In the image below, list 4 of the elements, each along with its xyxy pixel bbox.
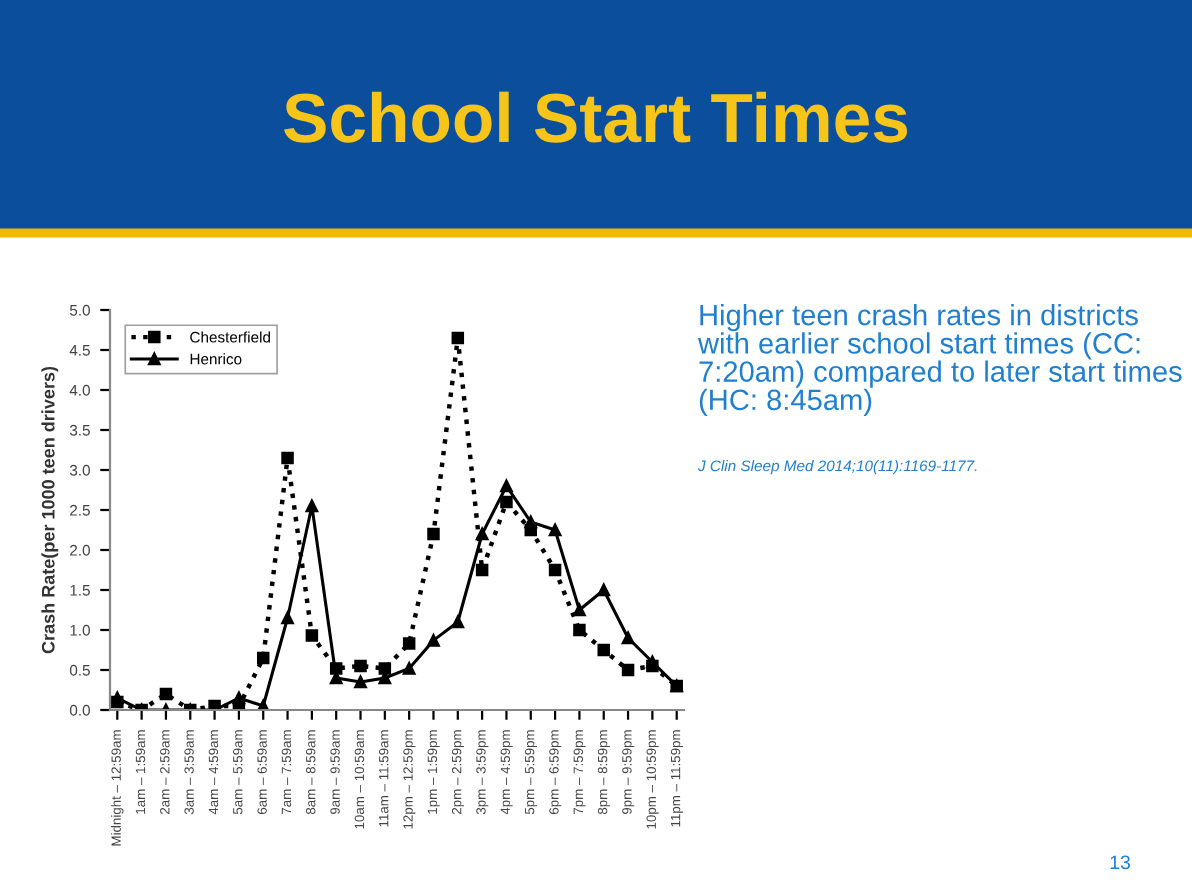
chart-title: School Start Times bbox=[284, 91, 908, 143]
text: Higher teen crash rates in districts with earlier school start times (CC: 7:20am) compared to later start times (HC: 8:45am) bbox=[697, 304, 1182, 416]
text: 13 bbox=[1110, 855, 1130, 870]
y-axis-title: Crash Rate(per 1000 teen drivers) bbox=[41, 366, 59, 654]
